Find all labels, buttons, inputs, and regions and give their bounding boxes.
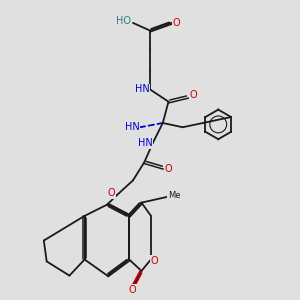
- Text: Me: Me: [168, 191, 180, 200]
- Text: HO: HO: [116, 16, 131, 26]
- Text: HN: HN: [137, 138, 152, 148]
- Text: O: O: [107, 188, 115, 198]
- Text: O: O: [151, 256, 158, 266]
- Text: HN: HN: [125, 122, 140, 132]
- Text: O: O: [172, 18, 180, 28]
- Text: O: O: [165, 164, 172, 174]
- Text: HN: HN: [135, 84, 149, 94]
- Text: O: O: [190, 90, 197, 100]
- Text: O: O: [129, 285, 136, 295]
